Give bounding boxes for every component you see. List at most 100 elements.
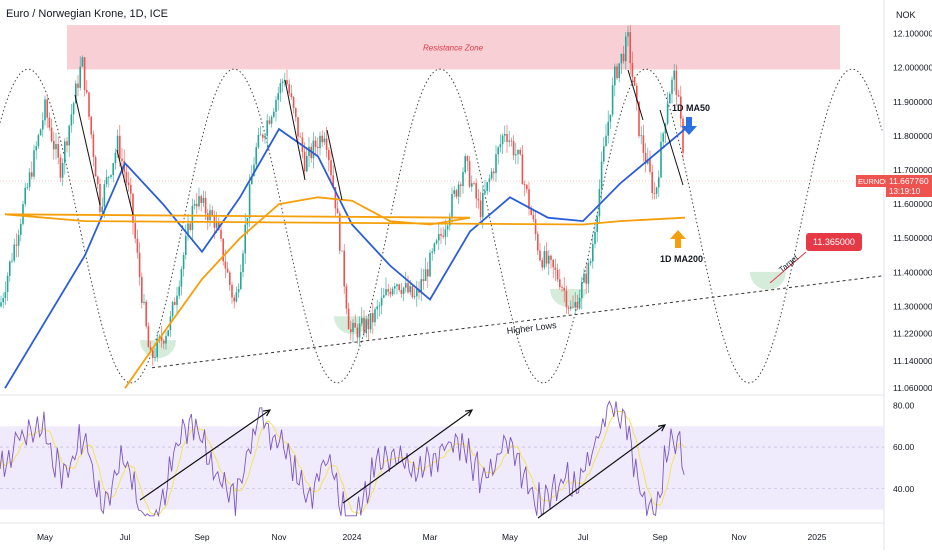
- candle-body: [442, 235, 444, 237]
- candle-body: [0, 302, 2, 307]
- candle-body: [163, 340, 165, 344]
- rsi-line: [0, 400, 685, 518]
- candle-body: [42, 120, 44, 130]
- candle-body: [281, 81, 284, 84]
- candle-body: [581, 282, 583, 298]
- candle-body: [521, 154, 524, 185]
- candle-body: [647, 159, 649, 164]
- candle-body: [574, 302, 576, 308]
- candle-body: [171, 302, 174, 317]
- candle-body: [90, 116, 92, 135]
- candle-body: [508, 140, 510, 142]
- candle-body: [543, 251, 546, 268]
- candle-body: [15, 244, 18, 246]
- currency-label[interactable]: NOK: [896, 10, 916, 20]
- candle-body: [242, 253, 244, 273]
- candle-body: [440, 234, 442, 236]
- candle-body: [306, 156, 308, 172]
- candle-body: [9, 261, 11, 276]
- candle-body: [31, 172, 33, 177]
- candle-body: [182, 254, 185, 270]
- candle-body: [2, 297, 4, 303]
- candle-body: [160, 336, 163, 341]
- price-tick-label: 11.300000: [893, 301, 932, 311]
- candle-body: [497, 147, 499, 155]
- candle-body: [625, 36, 627, 62]
- price-tick-label: 11.500000: [893, 233, 932, 243]
- candle-body: [251, 176, 253, 185]
- candle-body: [578, 297, 581, 309]
- candle-body: [295, 107, 297, 118]
- rsi-band: [0, 426, 884, 510]
- candle-body: [669, 93, 671, 104]
- candle-body: [317, 146, 319, 149]
- candle-body: [35, 146, 37, 151]
- candle-body: [350, 329, 352, 332]
- candle-body: [130, 185, 132, 194]
- candle-body: [202, 197, 205, 203]
- candle-body: [462, 172, 464, 186]
- candle-body: [499, 144, 502, 148]
- candle-body: [28, 172, 31, 187]
- price-tick-label: 12.000000: [893, 63, 932, 73]
- candle-body: [134, 223, 136, 239]
- candle-body: [270, 116, 273, 124]
- candle-body: [367, 319, 370, 330]
- candle-body: [416, 289, 418, 297]
- candle-body: [420, 279, 422, 293]
- candle-body: [174, 302, 176, 305]
- time-tick-label: Mar: [423, 532, 438, 542]
- candle-body: [145, 301, 147, 327]
- candle-body: [682, 118, 684, 153]
- candle-body: [253, 164, 255, 177]
- candle-body: [262, 134, 264, 138]
- candle-body: [396, 284, 398, 287]
- candle-body: [506, 133, 508, 142]
- candle-body: [576, 302, 579, 309]
- price-tick-label: 11.060000: [893, 383, 932, 393]
- candle-body: [86, 90, 88, 93]
- candle-body: [138, 252, 141, 277]
- candle-body: [143, 301, 145, 303]
- candle-body: [114, 152, 117, 164]
- candle-body: [290, 93, 293, 98]
- time-tick-label: Nov: [271, 532, 287, 542]
- candle-body: [224, 261, 227, 269]
- candle-body: [127, 182, 130, 186]
- time-tick-label: Sep: [652, 532, 667, 542]
- candle-body: [523, 184, 526, 185]
- candle-body: [475, 183, 477, 199]
- candle-body: [79, 66, 81, 88]
- candle-body: [607, 121, 609, 136]
- candle-body: [321, 135, 323, 143]
- higher-lows-line: [151, 275, 885, 369]
- candle-body: [55, 144, 57, 150]
- candle-body: [11, 260, 13, 262]
- candle-body: [240, 272, 242, 289]
- candle-body: [66, 141, 68, 146]
- candle-body: [631, 63, 634, 77]
- candle-body: [189, 223, 191, 230]
- candles: [0, 25, 684, 366]
- candle-body: [308, 146, 310, 157]
- rsi-trend-arrowhead: [658, 424, 667, 432]
- candle-body: [407, 283, 409, 293]
- candle-body: [167, 330, 169, 337]
- candle-body: [378, 305, 381, 307]
- candle-body: [152, 350, 154, 358]
- candle-body: [504, 133, 506, 136]
- candle-body: [231, 284, 233, 298]
- candle-body: [484, 190, 486, 193]
- candle-body: [178, 286, 180, 296]
- candle-body: [132, 193, 134, 224]
- candle-body: [673, 70, 675, 80]
- candle-body: [46, 99, 48, 118]
- candle-body: [530, 208, 532, 215]
- candle-body: [468, 161, 471, 187]
- candle-body: [103, 184, 106, 207]
- candle-body: [666, 103, 669, 124]
- candle-body: [402, 287, 405, 294]
- candle-body: [400, 289, 403, 294]
